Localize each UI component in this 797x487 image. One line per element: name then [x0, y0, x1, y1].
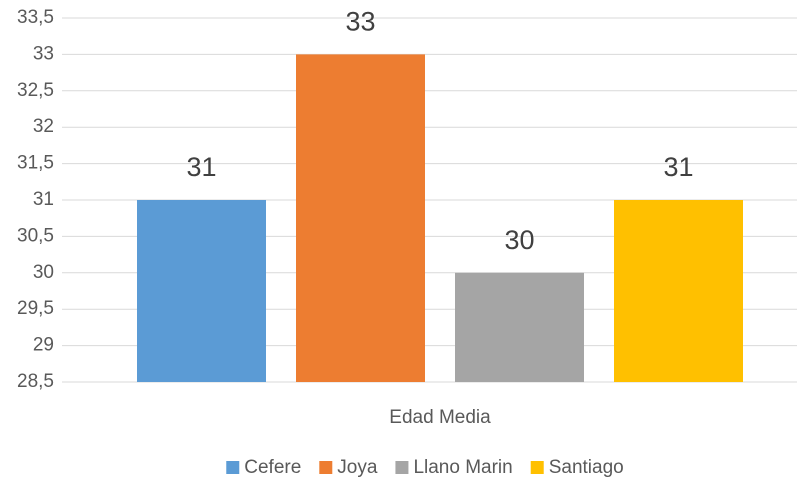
- legend-label: Llano Marin: [413, 457, 512, 478]
- legend-swatch: [226, 461, 240, 474]
- data-label: 30: [504, 225, 534, 255]
- y-tick-label: 30,5: [17, 225, 54, 246]
- x-category-label: Edad Media: [389, 407, 491, 428]
- legend-label: Joya: [337, 457, 378, 478]
- data-label: 31: [663, 152, 693, 182]
- y-tick-label: 32: [33, 116, 54, 137]
- legend-label: Cefere: [244, 457, 301, 478]
- y-tick-label: 30: [33, 262, 54, 283]
- bar: [296, 54, 425, 383]
- y-tick-label: 33,5: [17, 7, 54, 28]
- data-label: 33: [345, 7, 375, 37]
- y-tick-label: 33: [33, 43, 54, 64]
- y-tick-label: 31: [33, 189, 54, 210]
- data-label: 31: [186, 152, 216, 182]
- legend-swatch: [395, 461, 409, 474]
- legend-swatch: [530, 461, 544, 474]
- bar: [455, 272, 584, 382]
- y-tick-label: 31,5: [17, 153, 54, 174]
- bar: [614, 200, 743, 382]
- y-tick-label: 29: [33, 335, 54, 356]
- y-tick-label: 29,5: [17, 298, 54, 319]
- legend-label: Santiago: [549, 457, 624, 478]
- legend-swatch: [319, 461, 333, 474]
- y-tick-label: 28,5: [17, 371, 54, 392]
- bar: [137, 200, 266, 382]
- y-tick-label: 32,5: [17, 80, 54, 101]
